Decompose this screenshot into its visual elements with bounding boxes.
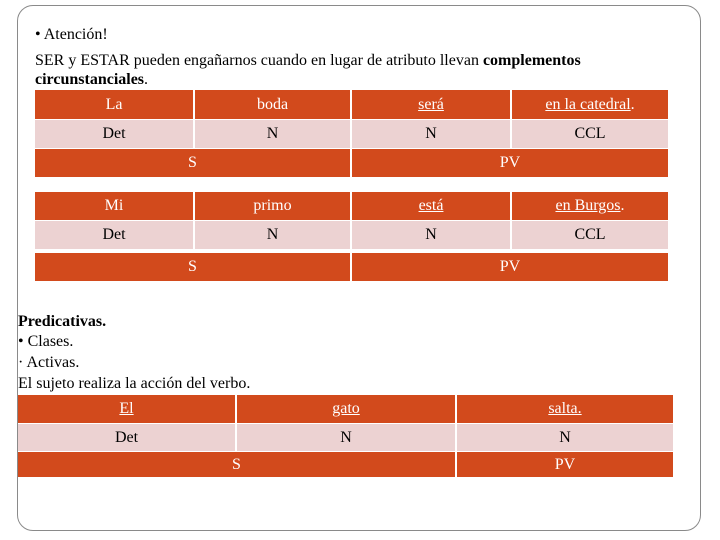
t2-word-primo: primo [195,192,350,220]
intro-line-2: SER y ESTAR pueden engañarnos cuando en … [35,50,581,71]
intro-plain-text: SER y ESTAR pueden engañarnos cuando en … [35,52,483,69]
t1-label-ccl: CCL [512,120,668,148]
t1-label-det: Det [35,120,193,148]
t3-label-det: Det [18,424,235,451]
t3-gato-text: gato [332,400,360,417]
t1-predicate: PV [352,149,668,177]
t1-word-catedral: en la catedral. [512,90,668,119]
section-heading-predicativas: Predicativas. [18,313,107,330]
section-description: El sujeto realiza la acción del verbo. [18,375,251,392]
t2-label-n1: N [195,221,350,249]
intro-line-3: circunstanciales. [35,69,148,90]
t3-label-n1: N [237,424,455,451]
t3-subject: S [18,452,455,477]
t1-label-n2: N [352,120,510,148]
t2-period: . [620,197,625,214]
t1-catedral-text: en la catedral [545,95,631,113]
t1-label-n1: N [195,120,350,148]
t1-word-boda: boda [195,90,350,119]
t2-esta-text: está [418,197,444,214]
intro-period: . [144,71,149,88]
t2-label-n2: N [352,221,510,249]
slide-frame [17,5,701,531]
intro-bold-text-2: circunstanciales [35,71,145,88]
t3-word-gato: gato [237,395,455,423]
t2-word-esta: está [352,192,510,220]
t1-sera-text: será [418,95,444,113]
t1-subject: S [35,149,350,177]
t1-word-la: La [35,90,193,119]
t2-label-ccl: CCL [512,221,668,249]
t2-predicate: PV [352,253,668,281]
attention-bullet: • Atención! [35,26,108,43]
t3-word-salta: salta. [457,395,673,423]
intro-bold-text: complementos [482,52,581,69]
section-activas: · Activas. [18,354,80,371]
t3-el-text: El [119,400,134,417]
t3-predicate: PV [457,452,673,477]
t2-label-det: Det [35,221,193,249]
t1-period: . [630,95,635,113]
t2-subject: S [35,253,350,281]
section-clases: • Clases. [18,333,74,350]
t2-burgos-text: en Burgos [555,197,621,214]
t1-word-sera: será [352,90,510,119]
t2-word-mi: Mi [35,192,193,220]
t3-salta-text: salta. [548,400,582,417]
t2-word-burgos: en Burgos. [512,192,668,220]
t3-label-n2: N [457,424,673,451]
t3-word-el: El [18,395,235,423]
